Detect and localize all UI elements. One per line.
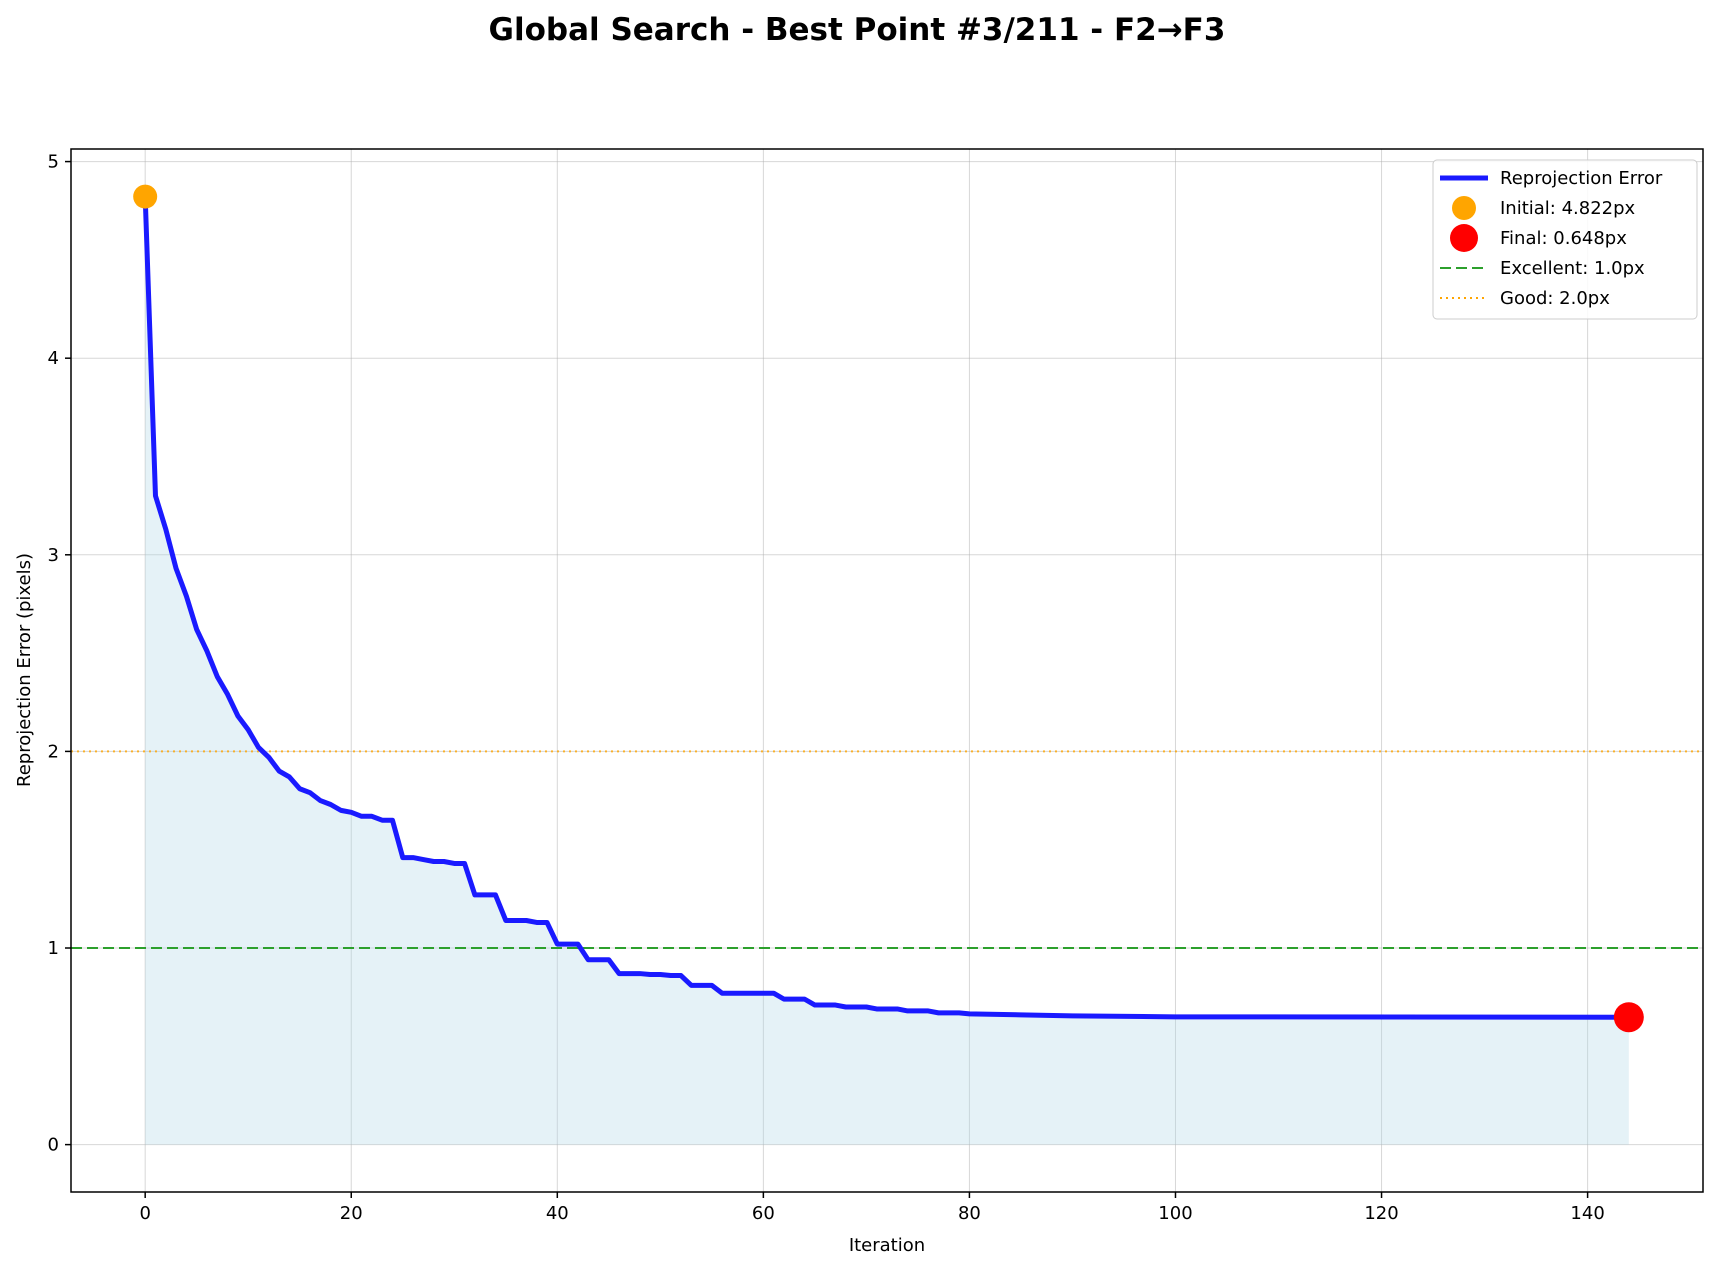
legend-label-good: Good: 2.0px [1500, 288, 1610, 309]
y-axis-label: Reprojection Error (pixels) [14, 553, 35, 787]
area-fill [145, 196, 1629, 1145]
legend-final-swatch [1450, 224, 1478, 252]
legend-label-final: Final: 0.648px [1500, 228, 1627, 249]
y-tick-label: 0 [48, 1135, 59, 1156]
legend-label-series: Reprojection Error [1500, 168, 1663, 189]
legend-label-excellent: Excellent: 1.0px [1500, 258, 1645, 279]
plot-frame [70, 148, 1704, 1193]
ticks: 0 20 40 60 80 100 120 140 0 1 2 3 4 5 [48, 152, 1605, 1224]
y-tick-label: 1 [48, 938, 59, 959]
x-tick-label: 100 [1158, 1203, 1192, 1224]
reprojection-error-line [142, 196, 1629, 1020]
legend-label-initial: Initial: 4.822px [1500, 198, 1636, 219]
x-tick-label: 0 [139, 1203, 150, 1224]
y-tick-label: 4 [48, 348, 59, 369]
y-tick-label: 2 [48, 741, 59, 762]
area-fill-path [145, 196, 1629, 1145]
x-tick-label: 120 [1364, 1203, 1398, 1224]
y-tick-label: 5 [48, 152, 59, 173]
legend: Reprojection Error Initial: 4.822px Final:… [1432, 159, 1698, 320]
x-tick-label: 80 [958, 1203, 981, 1224]
markers [133, 184, 1644, 1033]
x-tick-label: 20 [340, 1203, 363, 1224]
final-point-marker [1613, 1002, 1644, 1033]
x-tick-label: 40 [546, 1203, 569, 1224]
y-tick-label: 3 [48, 545, 59, 566]
x-tick-label: 60 [752, 1203, 775, 1224]
legend-initial-swatch [1452, 196, 1476, 220]
x-axis-label: Iteration [849, 1235, 925, 1256]
x-tick-label: 140 [1570, 1203, 1604, 1224]
series-line [142, 196, 1629, 1020]
legend-box [1432, 159, 1698, 320]
initial-point-marker [133, 184, 158, 209]
reference-lines [71, 750, 1703, 950]
chart-title: Global Search - Best Point #3/211 - F2→F… [489, 12, 1226, 48]
